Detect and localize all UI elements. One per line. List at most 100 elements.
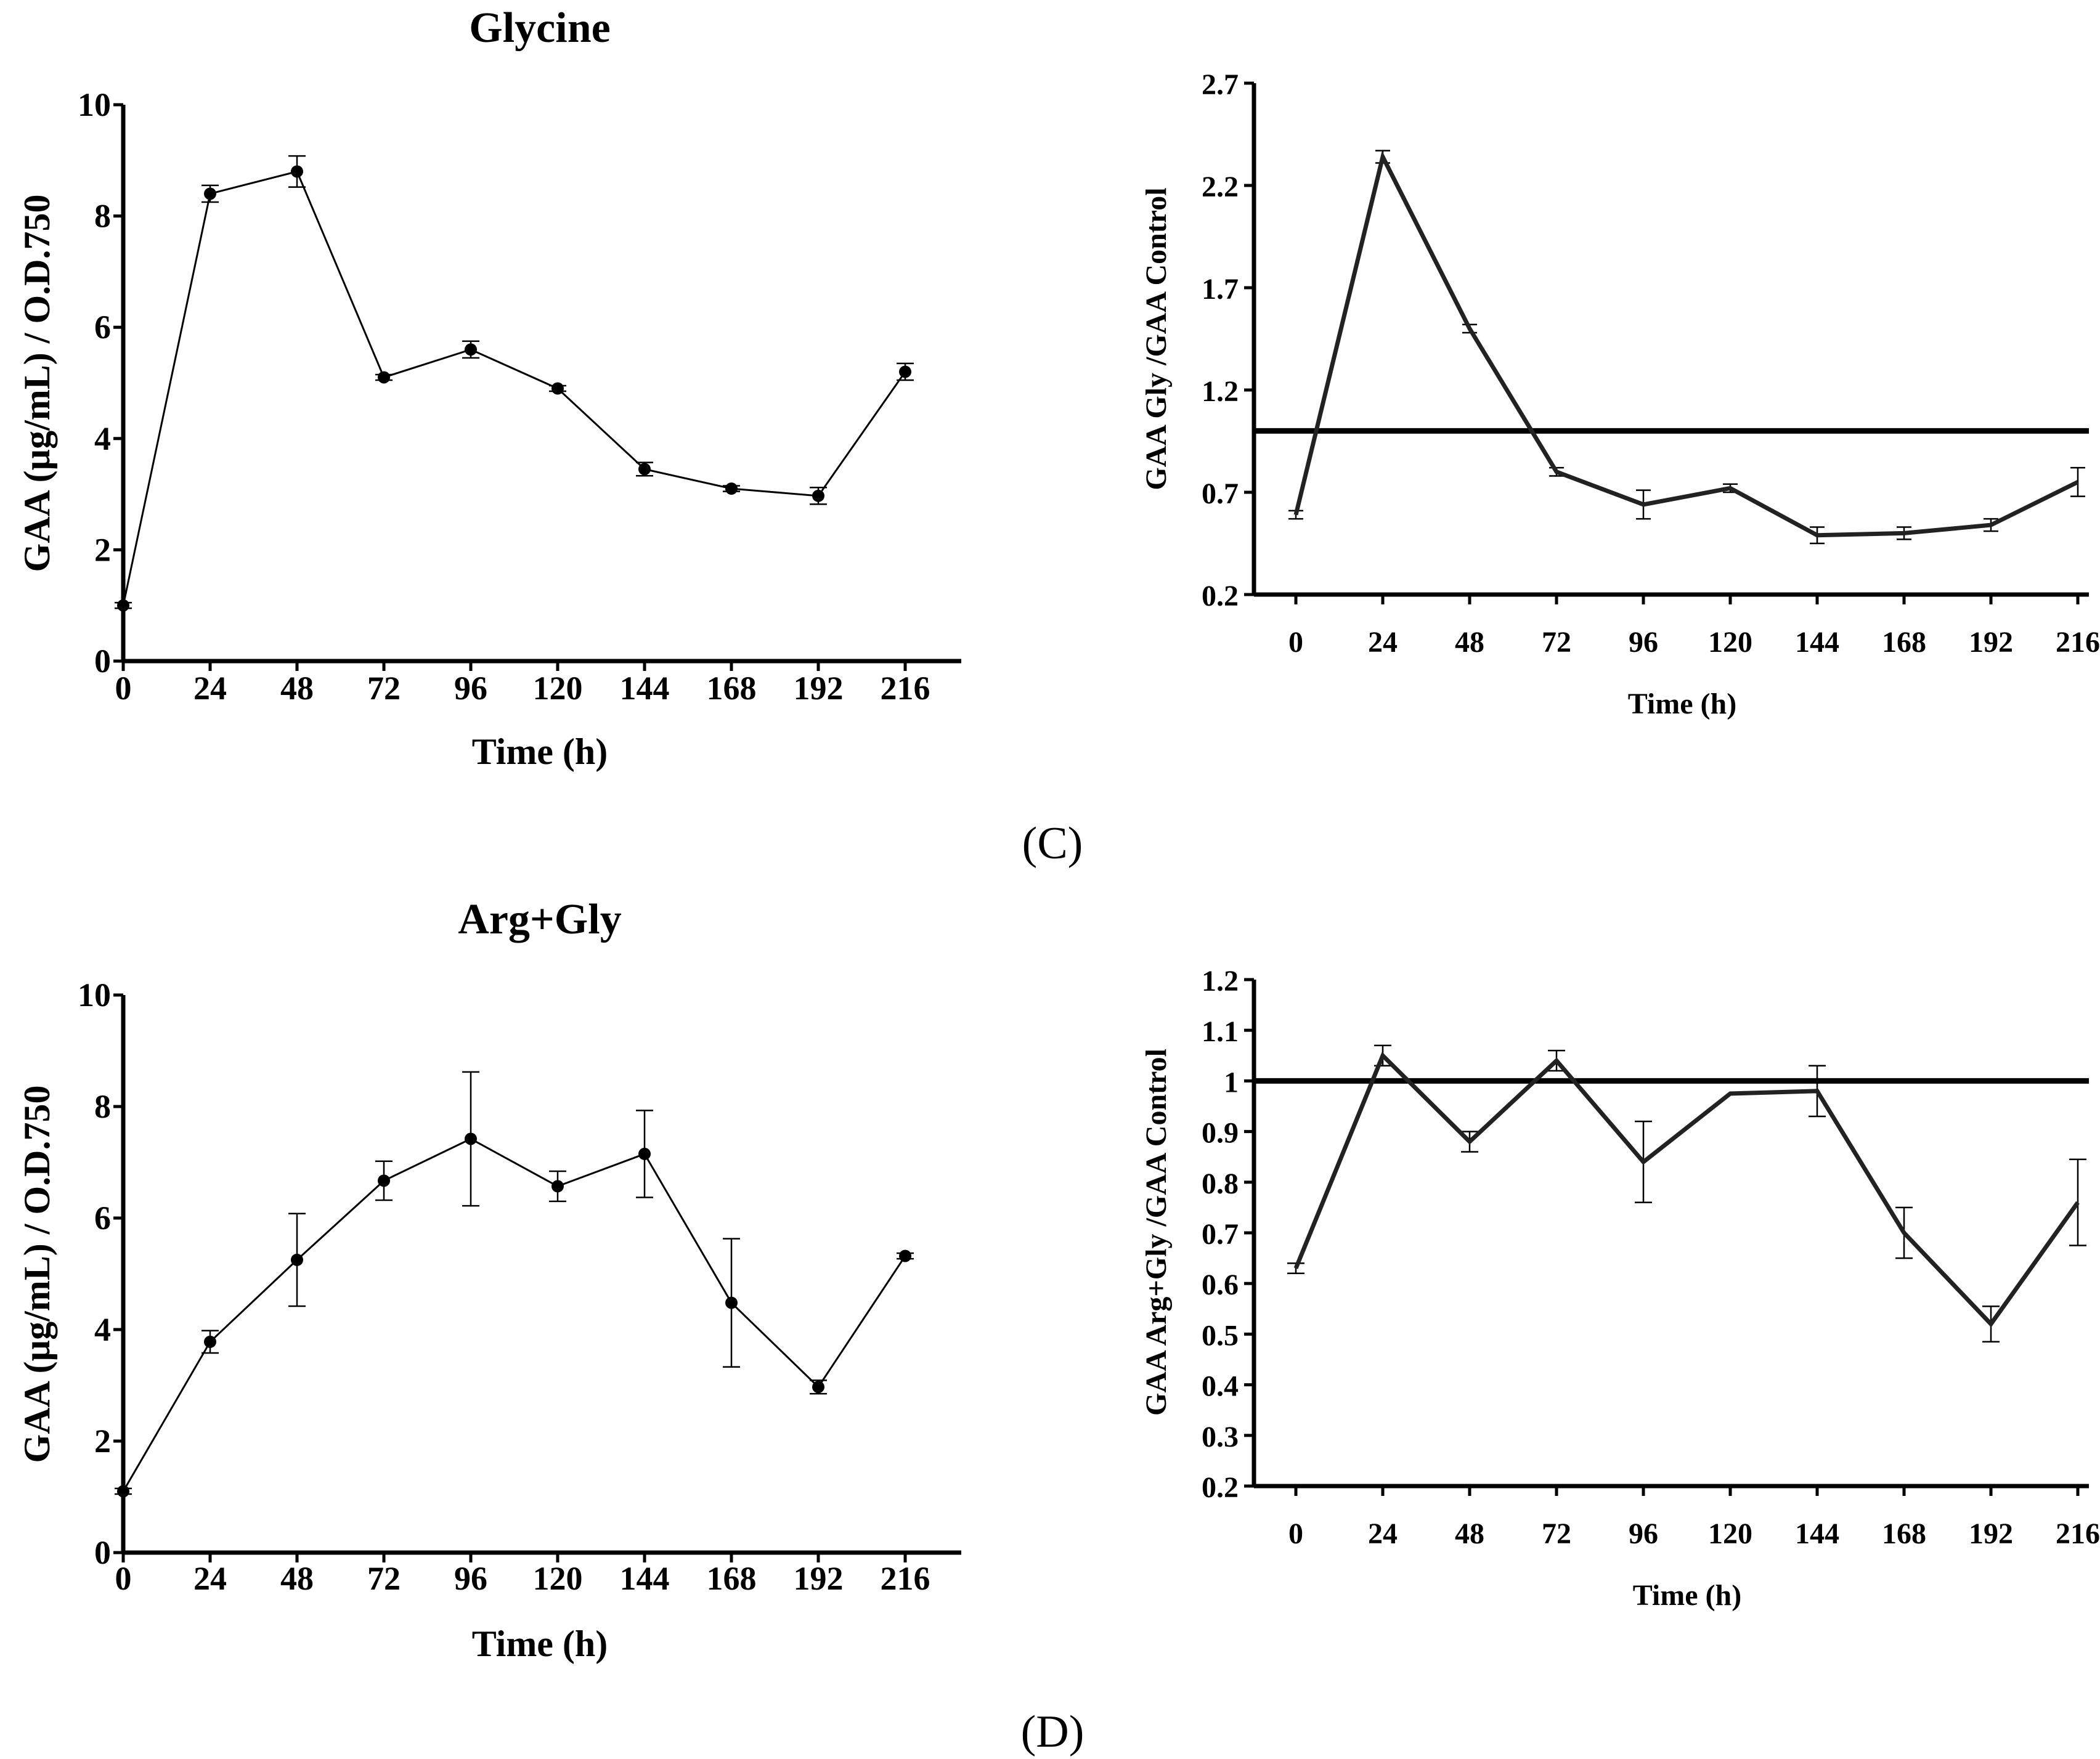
x-tick-label: 72 <box>367 670 401 707</box>
y-tick-label: 0.2 <box>1202 580 1239 612</box>
x-tick-label: 72 <box>1542 626 1571 659</box>
data-point <box>378 1174 390 1187</box>
data-point <box>638 1147 651 1160</box>
x-tick-label: 0 <box>115 1560 132 1597</box>
y-axis-label: GAA (µg/mL) / O.D.750 <box>17 1086 57 1463</box>
x-tick-label: 192 <box>1969 626 2013 659</box>
x-tick-label: 216 <box>881 670 930 707</box>
x-axis-label: Time (h) <box>472 1623 608 1664</box>
y-ticks: 0.2 0.7 1.2 1.7 2.2 2.7 <box>1202 68 1254 612</box>
y-ticks: 0 2 4 6 8 10 <box>78 977 123 1571</box>
x-axis-label: Time (h) <box>1628 688 1736 720</box>
chart-arggly-ratio: 0.2 0.3 0.4 0.5 0.6 0.7 0.8 0.9 1 1.1 1.2 0 24 48 72 9… <box>1140 965 2100 1612</box>
chart-title: Glycine <box>469 4 610 52</box>
x-tick-label: 192 <box>794 1560 844 1597</box>
x-tick-label: 24 <box>193 1560 227 1597</box>
x-axis-label: Time (h) <box>472 731 608 772</box>
y-tick-label: 2 <box>94 1423 111 1460</box>
x-tick-label: 96 <box>454 670 487 707</box>
x-tick-label: 168 <box>1882 1517 1926 1550</box>
y-tick-label: 0.4 <box>1202 1370 1239 1403</box>
data-point <box>551 382 564 395</box>
data-point <box>725 1296 738 1309</box>
y-tick-label: 8 <box>94 198 111 235</box>
y-tick-label: 1 <box>1224 1066 1239 1099</box>
x-tick-label: 216 <box>2056 626 2100 659</box>
y-tick-label: 0.5 <box>1202 1319 1239 1352</box>
y-ticks: 0 2 4 6 8 10 <box>78 86 123 680</box>
plot-area <box>1254 1044 2089 1343</box>
y-tick-label: 0.9 <box>1202 1117 1239 1150</box>
x-tick-label: 192 <box>1969 1517 2013 1550</box>
plot-area <box>115 155 914 612</box>
y-tick-label: 4 <box>94 1311 111 1348</box>
plot-area <box>115 1071 914 1498</box>
y-axis-label: GAA Gly /GAA Control <box>1140 187 1173 490</box>
y-tick-label: 2.7 <box>1202 68 1239 101</box>
data-point <box>117 1485 129 1498</box>
y-tick-label: 10 <box>78 86 111 123</box>
x-tick-label: 24 <box>1368 626 1398 659</box>
y-tick-label: 0 <box>94 1534 111 1571</box>
data-point <box>291 1253 303 1266</box>
data-point <box>291 165 303 178</box>
x-tick-label: 168 <box>707 670 757 707</box>
data-point <box>465 343 477 356</box>
y-tick-label: 0.8 <box>1202 1168 1239 1200</box>
x-ticks: 0 24 48 72 96 120 144 168 192 216 <box>115 661 930 707</box>
x-tick-label: 96 <box>1629 626 1658 659</box>
x-tick-label: 168 <box>1882 626 1926 659</box>
y-axis-label: GAA (µg/mL) / O.D.750 <box>17 195 57 572</box>
y-tick-label: 0.3 <box>1202 1421 1239 1453</box>
series-line <box>1293 1052 2080 1328</box>
x-tick-label: 192 <box>794 670 844 707</box>
x-tick-label: 216 <box>881 1560 930 1597</box>
data-point <box>812 1381 824 1394</box>
x-tick-label: 120 <box>1708 1517 1752 1550</box>
y-tick-label: 1.2 <box>1202 375 1239 408</box>
data-point <box>812 489 824 502</box>
y-tick-label: 0.6 <box>1202 1269 1239 1301</box>
x-tick-label: 0 <box>1288 1517 1303 1550</box>
x-tick-label: 0 <box>115 670 132 707</box>
y-tick-label: 2.2 <box>1202 171 1239 203</box>
x-tick-label: 24 <box>1368 1517 1398 1550</box>
data-point <box>117 599 129 612</box>
y-tick-label: 0 <box>94 643 111 680</box>
series-line <box>122 170 906 606</box>
y-ticks: 0.2 0.3 0.4 0.5 0.6 0.7 0.8 0.9 1 1.1 1.2 <box>1202 965 1254 1504</box>
panel-label-d: (D) <box>1021 1707 1085 1757</box>
y-tick-label: 2 <box>94 531 111 568</box>
x-tick-label: 96 <box>454 1560 487 1597</box>
y-tick-label: 0.7 <box>1202 477 1239 510</box>
series-line <box>122 1137 906 1492</box>
x-ticks: 0 24 48 72 96 120 144 168 192 216 <box>1288 1486 2100 1550</box>
x-tick-label: 0 <box>1288 626 1303 659</box>
y-tick-label: 0.7 <box>1202 1218 1239 1251</box>
data-point <box>638 463 651 476</box>
x-tick-label: 144 <box>1795 1517 1839 1550</box>
x-tick-label: 48 <box>280 670 314 707</box>
data-point <box>551 1180 564 1193</box>
x-tick-label: 120 <box>533 670 583 707</box>
y-axis-label: GAA Arg+Gly /GAA Control <box>1140 1049 1173 1416</box>
series-line <box>1293 150 2079 538</box>
x-ticks: 0 24 48 72 96 120 144 168 192 216 <box>1288 595 2100 659</box>
x-tick-label: 144 <box>620 670 670 707</box>
data-point <box>378 371 390 384</box>
y-tick-label: 8 <box>94 1088 111 1125</box>
y-tick-label: 1.1 <box>1202 1015 1239 1048</box>
x-tick-label: 48 <box>1455 626 1484 659</box>
x-ticks: 0 24 48 72 96 120 144 168 192 216 <box>115 1553 930 1597</box>
data-point <box>204 187 216 200</box>
x-tick-label: 120 <box>533 1560 583 1597</box>
x-axis-label: Time (h) <box>1633 1579 1741 1612</box>
data-point <box>899 1249 911 1262</box>
y-tick-label: 0.2 <box>1202 1471 1239 1504</box>
plot-area <box>1254 150 2089 545</box>
x-tick-label: 72 <box>1542 1517 1571 1550</box>
data-point <box>465 1132 477 1145</box>
y-tick-label: 6 <box>94 309 111 346</box>
